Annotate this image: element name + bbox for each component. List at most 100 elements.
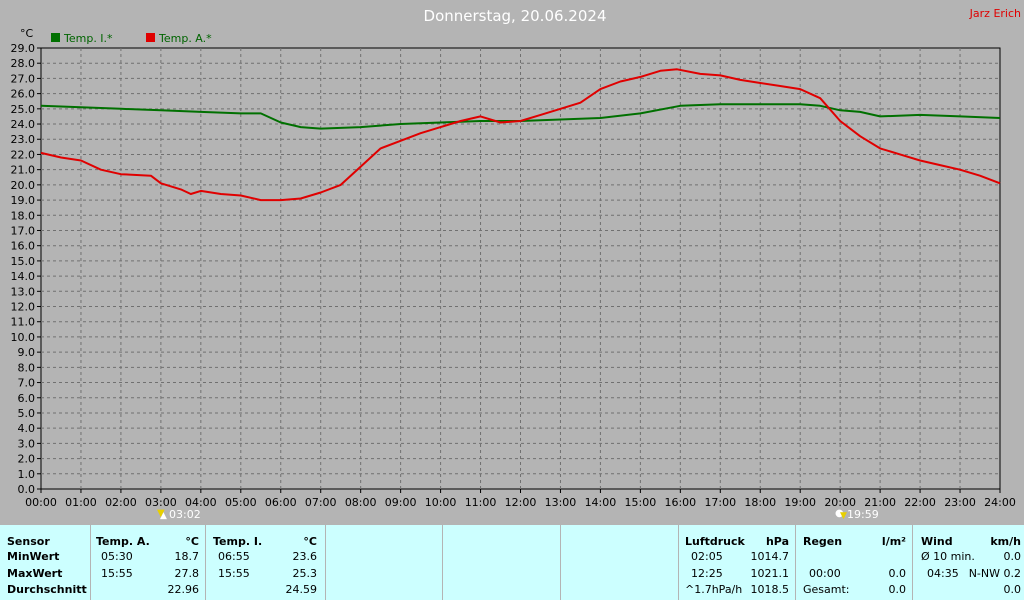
rain-total-label: Gesamt: <box>803 583 850 596</box>
wind-max-time: 04:35 <box>927 567 959 580</box>
pressure-max-time: 12:25 <box>691 567 723 580</box>
y-tick-label: 16.0 <box>11 240 36 253</box>
sunset-icon: ● <box>835 508 844 519</box>
temp-a-header: Temp. A. <box>96 535 150 548</box>
row-label-max: MaxWert <box>7 567 63 580</box>
stats-sensor-column: Sensor MinWert MaxWert Durchschnitt <box>0 525 90 600</box>
x-tick-label: 20:00 <box>824 496 856 509</box>
sunrise-triangle-icon: ▲ <box>160 511 167 521</box>
y-axis: 0.0 1.0 2.0 3.0 4.0 5.0 6.0 7.0 8.0 9.0 10.0 11.0 12… <box>11 42 36 496</box>
y-tick-label: 18.0 <box>11 209 36 222</box>
y-tick-label: 22.0 <box>11 148 36 161</box>
x-tick-label: 16:00 <box>664 496 696 509</box>
y-axis-unit: °C <box>20 27 34 40</box>
pressure-min-value: 1014.7 <box>750 550 790 563</box>
y-tick-label: 23.0 <box>11 133 36 146</box>
temp-i-max-time: 15:55 <box>218 567 250 580</box>
stats-empty-column <box>560 525 678 600</box>
temp-a-max-time: 15:55 <box>101 567 133 580</box>
y-tick-label: 14.0 <box>11 270 36 283</box>
temperature-chart: Donnerstag, 20.06.2024 Jarz Erich °C Tem… <box>11 7 1022 521</box>
wind-header: Wind <box>921 535 953 548</box>
x-tick-label: 12:00 <box>505 496 537 509</box>
sunrise-icon: ▼ <box>157 508 165 519</box>
y-tick-label: 6.0 <box>18 392 36 405</box>
y-tick-label: 27.0 <box>11 72 36 85</box>
y-tick-label: 29.0 <box>11 42 36 55</box>
x-tick-label: 14:00 <box>585 496 617 509</box>
x-tick-label: 08:00 <box>345 496 377 509</box>
pressure-header: Luftdruck <box>685 535 745 548</box>
wind-unit: km/h <box>990 535 1021 548</box>
x-tick-label: 09:00 <box>385 496 417 509</box>
legend-label-temp-a: Temp. A.* <box>158 32 212 45</box>
author-label: Jarz Erich <box>969 7 1021 20</box>
legend-swatch-temp-a <box>146 33 155 42</box>
pressure-max-value: 1021.1 <box>750 567 790 580</box>
y-tick-label: 24.0 <box>11 118 36 131</box>
y-tick-label: 4.0 <box>18 422 36 435</box>
legend: Temp. I.* Temp. A.* <box>51 32 212 45</box>
y-tick-label: 5.0 <box>18 407 36 420</box>
y-tick-label: 15.0 <box>11 255 36 268</box>
x-tick-label: 03:00 <box>145 496 177 509</box>
x-tick-label: 17:00 <box>704 496 736 509</box>
wind-avg-value: 0.0 <box>1003 550 1022 563</box>
sensor-header: Sensor <box>7 535 50 548</box>
stats-wind-column: Wind km/h Ø 10 min. 0.0 04:35 N-NW 0.2 0… <box>912 525 1024 600</box>
wind-max-value: N-NW 0.2 <box>968 567 1021 580</box>
x-tick-label: 05:00 <box>225 496 257 509</box>
sunrise-time: 03:02 <box>169 508 201 521</box>
stats-empty-column <box>442 525 560 600</box>
y-tick-label: 20.0 <box>11 179 36 192</box>
sunset-time: 19:59 <box>847 508 879 521</box>
statistics-table: Sensor MinWert MaxWert Durchschnitt Temp… <box>0 525 1024 600</box>
y-tick-label: 7.0 <box>18 377 36 390</box>
y-tick-label: 25.0 <box>11 103 36 116</box>
temp-a-min-value: 18.7 <box>174 550 200 563</box>
x-tick-label: 19:00 <box>784 496 816 509</box>
sunrise-marker: ▼ ▲ 03:02 <box>157 508 201 521</box>
x-tick-label: 13:00 <box>545 496 577 509</box>
x-tick-label: 02:00 <box>105 496 137 509</box>
y-tick-label: 12.0 <box>11 301 36 314</box>
y-tick-label: 0.0 <box>18 483 36 496</box>
sunset-triangle-icon: ▼ <box>840 511 847 521</box>
x-tick-label: 11:00 <box>465 496 497 509</box>
temp-i-min-time: 06:55 <box>218 550 250 563</box>
y-tick-label: 28.0 <box>11 57 36 70</box>
y-tick-label: 10.0 <box>11 331 36 344</box>
chart-title: Donnerstag, 20.06.2024 <box>424 7 607 25</box>
temp-a-average: 22.96 <box>167 583 200 596</box>
temp-a-min-time: 05:30 <box>101 550 133 563</box>
row-label-avg: Durchschnitt <box>7 583 87 596</box>
x-tick-label: 18:00 <box>744 496 776 509</box>
x-tick-label: 24:00 <box>984 496 1016 509</box>
rain-unit: l/m² <box>881 535 906 548</box>
y-tick-label: 9.0 <box>18 346 36 359</box>
x-axis: 00:00 01:00 02:00 03:00 04:00 05:00 06:00 07:00… <box>25 496 1016 509</box>
rain-time: 00:00 <box>809 567 841 580</box>
legend-swatch-temp-i <box>51 33 60 42</box>
x-tick-label: 00:00 <box>25 496 57 509</box>
stats-rain-column: Regen l/m² 00:00 0.0 Gesamt: 0.0 <box>795 525 912 600</box>
y-tick-label: 17.0 <box>11 224 36 237</box>
x-tick-label: 10:00 <box>425 496 457 509</box>
x-tick-label: 06:00 <box>265 496 297 509</box>
y-tick-label: 19.0 <box>11 194 36 207</box>
wind-avg-label: Ø 10 min. <box>921 550 975 563</box>
temp-a-max-value: 27.8 <box>174 567 200 580</box>
y-tick-label: 13.0 <box>11 285 36 298</box>
series-lines <box>40 68 1001 202</box>
temp-i-header: Temp. I. <box>213 535 263 548</box>
stats-empty-column <box>325 525 442 600</box>
stats-temp-i-column: Temp. I. °C 06:55 23.6 15:55 25.3 24.59 <box>205 525 325 600</box>
y-tick-label: 3.0 <box>18 437 36 450</box>
y-tick-label: 26.0 <box>11 88 36 101</box>
x-tick-label: 22:00 <box>904 496 936 509</box>
temp-i-unit: °C <box>303 535 317 548</box>
temp-a-unit: °C <box>185 535 199 548</box>
x-tick-label: 04:00 <box>185 496 217 509</box>
x-tick-label: 07:00 <box>305 496 337 509</box>
pressure-current: 1018.5 <box>750 583 790 596</box>
